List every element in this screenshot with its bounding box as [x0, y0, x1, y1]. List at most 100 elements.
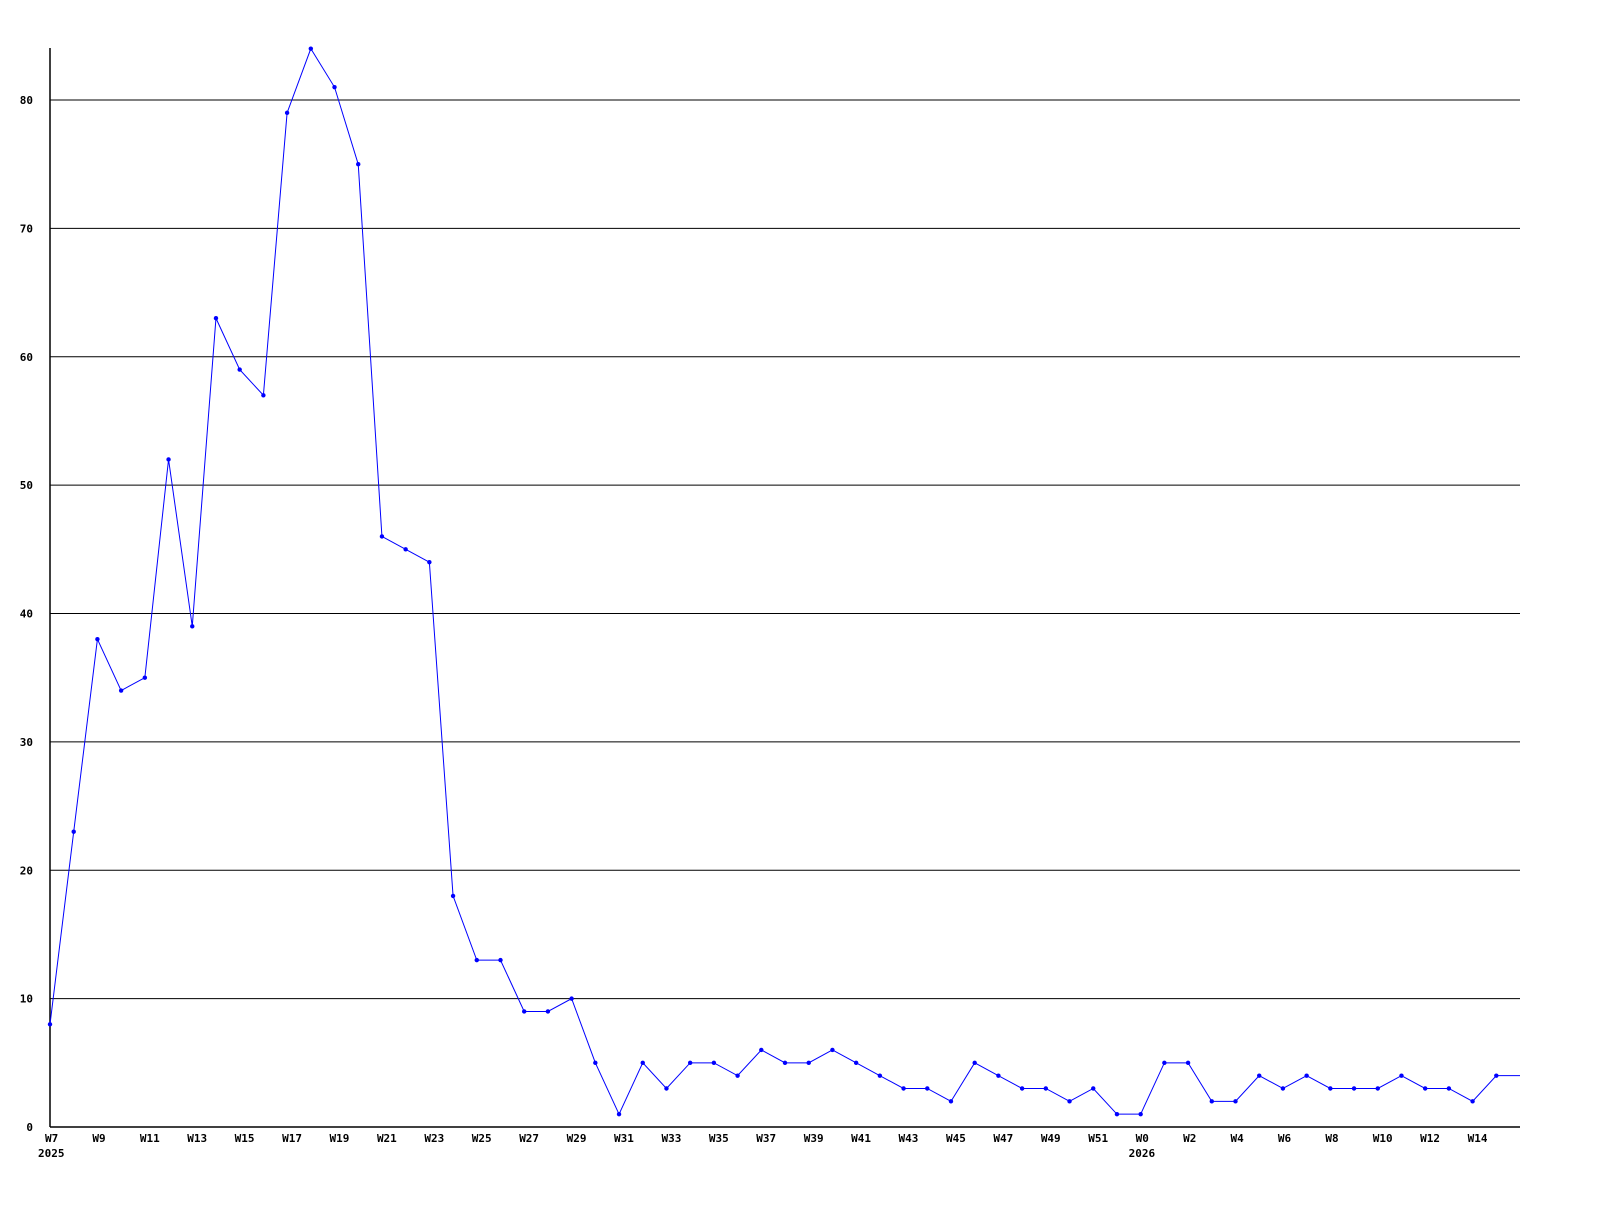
data-point: [687, 1060, 693, 1066]
data-point: [47, 1022, 53, 1027]
data-point: [1043, 1086, 1049, 1091]
y-tick-label: 70: [20, 222, 33, 235]
data-point: [284, 110, 290, 116]
data-point: [711, 1060, 717, 1066]
x-tick-label: W8: [1325, 1132, 1338, 1145]
y-tick-label: 80: [20, 94, 33, 107]
data-point: [308, 46, 314, 51]
data-point: [593, 1060, 598, 1066]
series-line: [49, 47, 1520, 1116]
x-tick-label: W49: [1041, 1132, 1061, 1145]
data-point: [1114, 1111, 1120, 1117]
data-point: [1470, 1099, 1475, 1104]
data-point: [1185, 1060, 1191, 1066]
data-point: [1280, 1086, 1286, 1091]
data-point: [664, 1086, 669, 1091]
data-point: [901, 1086, 906, 1091]
data-point: [616, 1111, 622, 1117]
data-point: [261, 393, 266, 398]
data-point: [237, 367, 242, 372]
data-point: [427, 559, 432, 565]
x-tick-label: W45: [946, 1132, 966, 1145]
data-point: [640, 1060, 645, 1066]
data-point: [522, 1009, 527, 1014]
x-tick-label: W14: [1468, 1132, 1488, 1145]
data-point: [948, 1099, 954, 1104]
x-tick-label: W41: [851, 1132, 871, 1145]
y-tick-label: 20: [20, 864, 33, 877]
x-tick-label: W13: [187, 1132, 207, 1145]
data-point: [1091, 1086, 1096, 1091]
x-tick-label: W0: [1136, 1132, 1149, 1145]
data-point: [118, 688, 124, 693]
y-tick-label: 50: [20, 479, 33, 492]
data-point: [1162, 1060, 1167, 1066]
x-tick-label: W39: [804, 1132, 824, 1145]
data-point: [1375, 1086, 1380, 1091]
data-point: [166, 457, 171, 462]
data-point: [1446, 1086, 1452, 1091]
x-tick-label: W47: [993, 1132, 1013, 1145]
data-point: [1209, 1099, 1214, 1104]
x-tick-label: W9: [92, 1132, 105, 1145]
x-tick-label: W37: [756, 1132, 776, 1145]
x-tick-label: W25: [472, 1132, 492, 1145]
x-tick-label: W15: [235, 1132, 255, 1145]
year-label: 2026: [1129, 1147, 1156, 1160]
x-tick-label: W23: [424, 1132, 444, 1145]
x-tick-label: W51: [1088, 1132, 1108, 1145]
data-point: [190, 624, 195, 629]
x-tick-label: W43: [899, 1132, 919, 1145]
data-point: [735, 1073, 740, 1078]
data-point: [877, 1073, 883, 1078]
data-point: [830, 1047, 835, 1053]
x-tick-label: W17: [282, 1132, 302, 1145]
x-tick-label: W35: [709, 1132, 729, 1145]
x-tick-label: W6: [1278, 1132, 1292, 1145]
data-point: [569, 996, 574, 1001]
y-tick-label: 30: [20, 736, 33, 749]
x-tick-label: W19: [330, 1132, 350, 1145]
x-tick-label: W21: [377, 1132, 397, 1145]
data-point: [1257, 1073, 1262, 1078]
x-tick-label: W7: [45, 1132, 58, 1145]
year-label: 2025: [38, 1147, 65, 1160]
data-point: [379, 534, 385, 539]
data-point: [1067, 1099, 1072, 1104]
data-point: [759, 1047, 764, 1053]
y-tick-label: 40: [20, 608, 33, 621]
x-tick-label: W29: [567, 1132, 587, 1145]
data-point: [95, 636, 100, 642]
x-tick-label: W12: [1420, 1132, 1440, 1145]
x-tick-label: W4: [1231, 1132, 1245, 1145]
data-point: [142, 675, 148, 680]
data-point: [332, 84, 337, 90]
x-tick-label: W11: [140, 1132, 160, 1145]
data-point: [925, 1086, 930, 1091]
x-tick-label: W31: [614, 1132, 634, 1145]
data-point: [1019, 1086, 1025, 1091]
y-tick-label: 0: [26, 1121, 33, 1134]
data-point: [356, 161, 361, 167]
data-point: [1494, 1073, 1499, 1078]
data-point: [782, 1060, 788, 1066]
data-point: [1422, 1086, 1428, 1091]
data-point: [853, 1060, 859, 1066]
data-point: [1399, 1073, 1404, 1078]
y-tick-label: 60: [20, 351, 33, 364]
data-point: [71, 829, 76, 834]
data-point: [1351, 1086, 1357, 1091]
data-point: [1138, 1111, 1143, 1117]
y-tick-label: 10: [20, 993, 33, 1006]
data-point: [474, 957, 479, 963]
x-tick-label: W27: [519, 1132, 539, 1145]
data-point: [213, 316, 219, 321]
data-point: [450, 893, 456, 899]
data-point: [1233, 1099, 1238, 1104]
x-tick-label: W33: [661, 1132, 681, 1145]
x-tick-label: W10: [1373, 1132, 1393, 1145]
data-point: [806, 1060, 811, 1066]
data-point: [1304, 1073, 1309, 1078]
data-point: [498, 957, 503, 963]
